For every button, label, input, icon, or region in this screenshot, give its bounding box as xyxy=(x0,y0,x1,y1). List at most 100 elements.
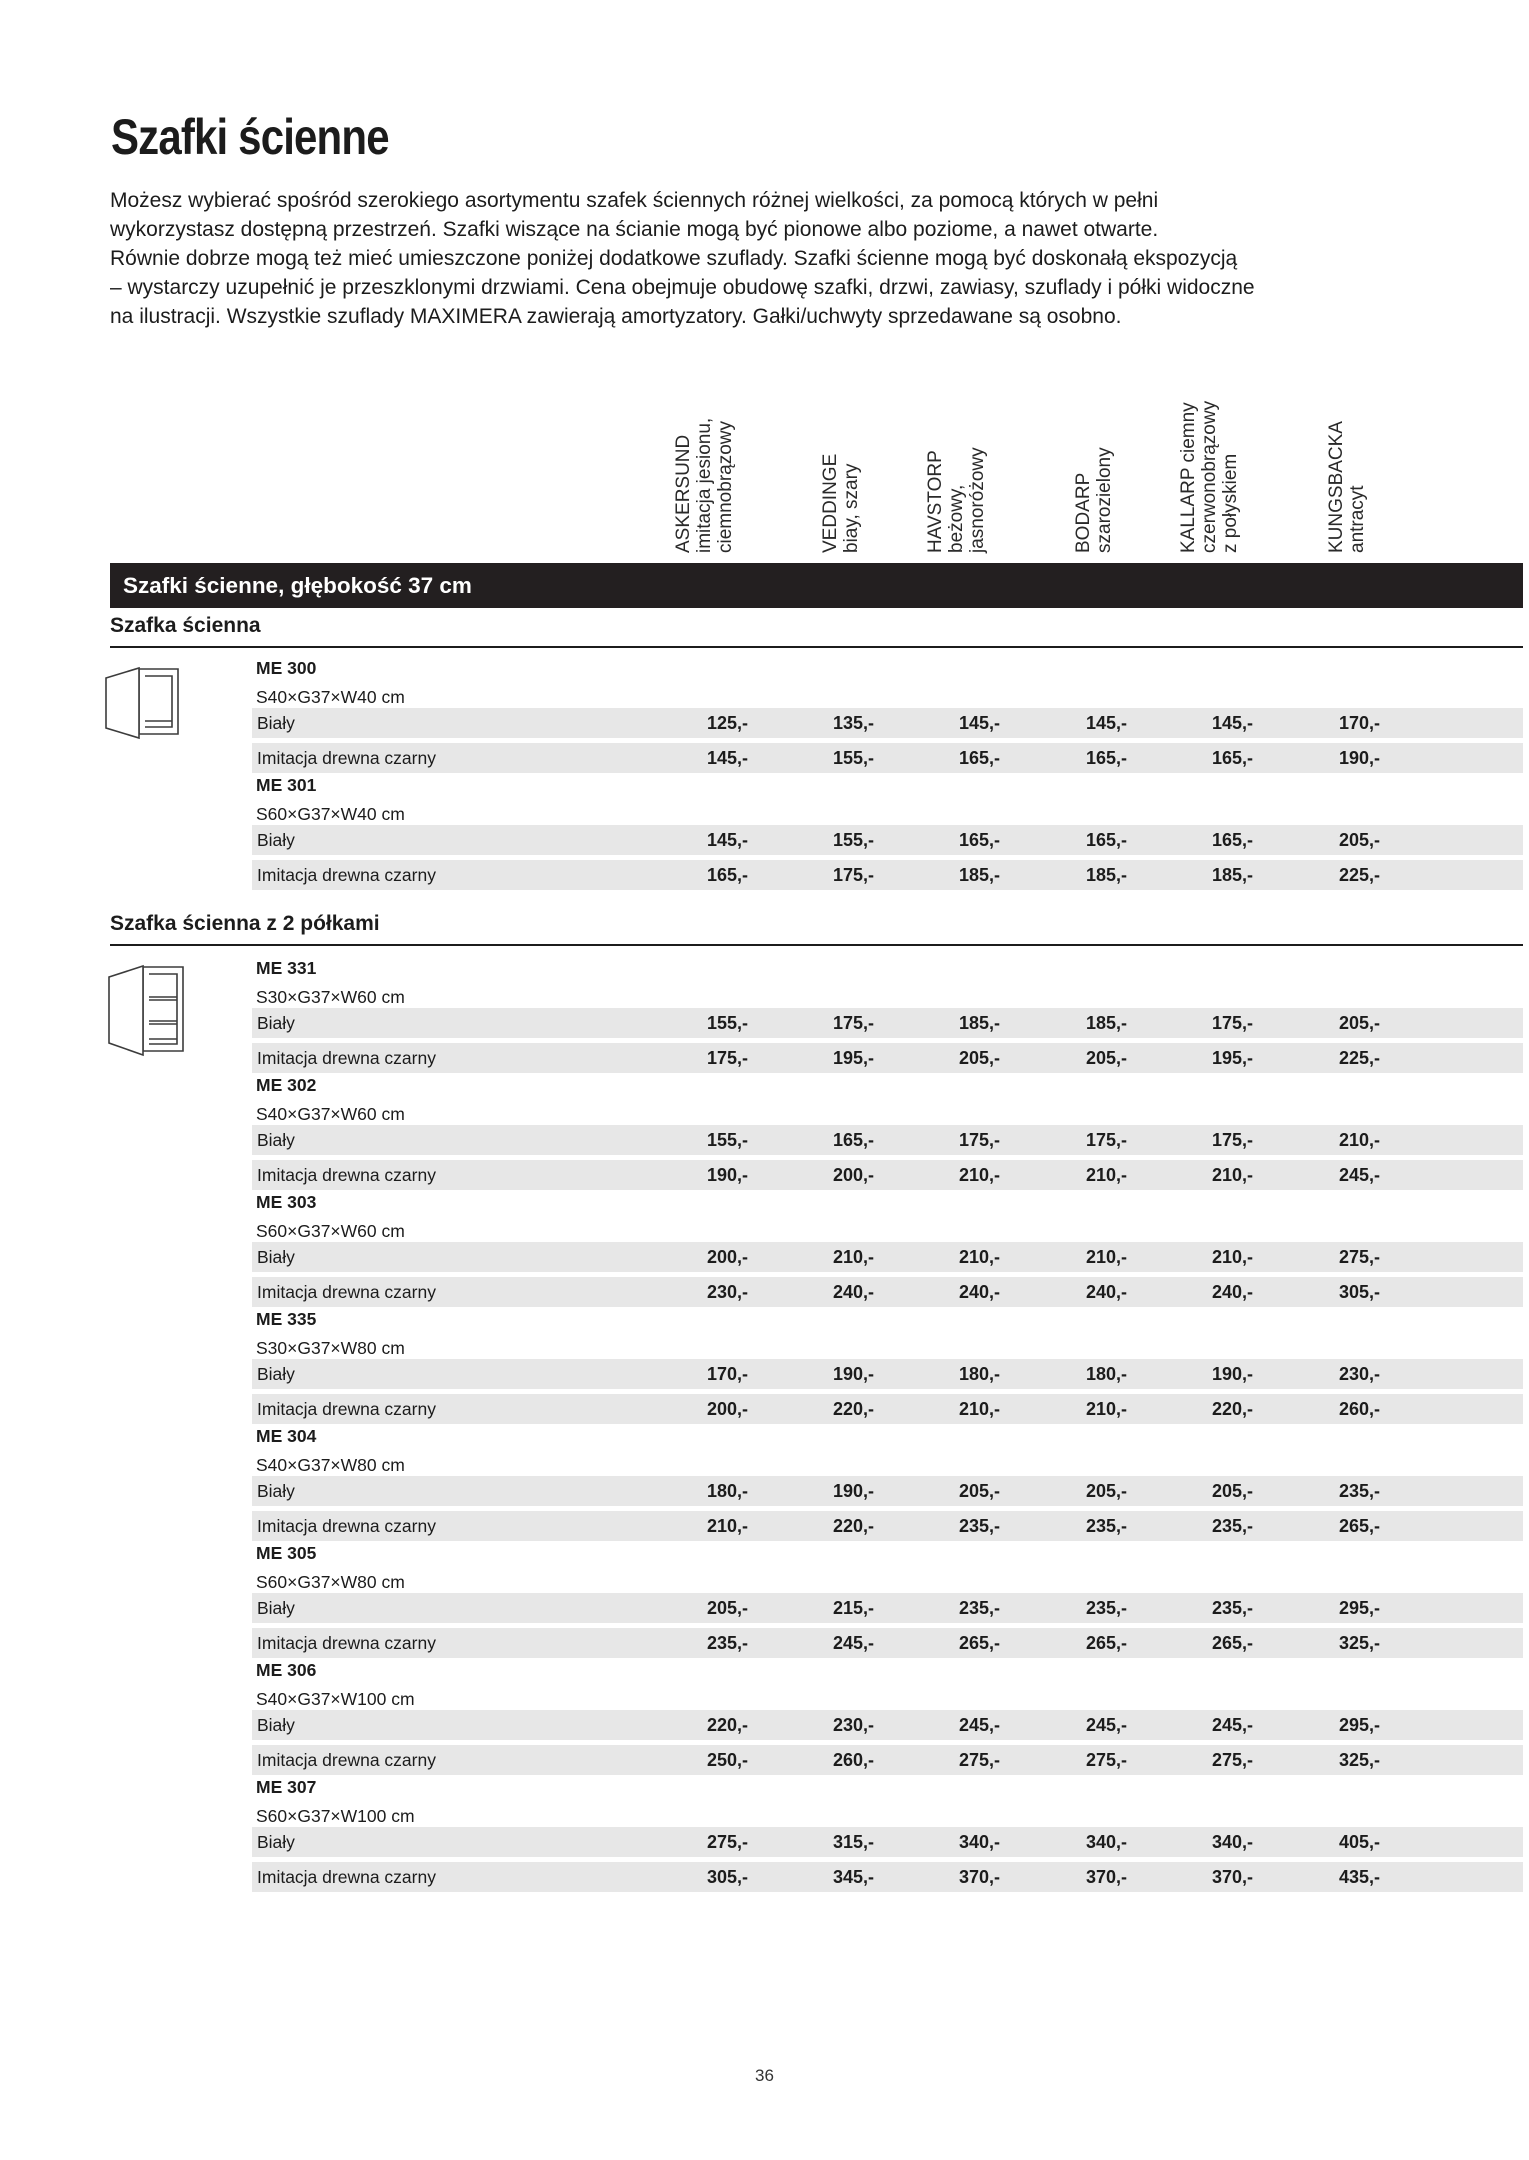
product-size: S40×G37×W100 cm xyxy=(256,1689,415,1709)
product-code: ME 302 xyxy=(256,1075,317,1095)
product-size: S30×G37×W60 cm xyxy=(256,987,405,1007)
price-cell: 145,- xyxy=(1211,713,1253,733)
row-finish-label: Imitacja drewna czarny xyxy=(257,865,436,885)
row-finish-label: Biały xyxy=(257,1130,295,1150)
intro-line: Możesz wybierać spośród szerokiego asort… xyxy=(110,189,1159,212)
column-header-veddinge: VEDDINGE biay, szary xyxy=(820,453,862,553)
product-block: ME 306 S40×G37×W100 cm Biały 220,- 230,- 245,… xyxy=(0,1652,1529,1775)
price-cell: 235,- xyxy=(1085,1516,1127,1536)
price-cell: 210,- xyxy=(1211,1165,1253,1185)
price-cell: 340,- xyxy=(1085,1832,1127,1852)
price-cell: 240,- xyxy=(832,1282,874,1302)
price-cell: 370,- xyxy=(1211,1867,1253,1887)
row-finish-label: Imitacja drewna czarny xyxy=(257,1516,436,1536)
section-rule xyxy=(110,944,1523,946)
price-cell: 210,- xyxy=(1085,1247,1127,1267)
product-size: S30×G37×W80 cm xyxy=(256,1338,405,1358)
price-cell: 185,- xyxy=(1085,865,1127,885)
price-cell: 210,- xyxy=(706,1516,748,1536)
price-cell: 295,- xyxy=(1338,1598,1380,1618)
price-cell: 205,- xyxy=(706,1598,748,1618)
price-cell: 185,- xyxy=(1211,865,1253,885)
price-cell: 155,- xyxy=(832,830,874,850)
row-finish-label: Imitacja drewna czarny xyxy=(257,1399,436,1419)
row-finish-label: Imitacja drewna czarny xyxy=(257,1282,436,1302)
price-cell: 165,- xyxy=(706,865,748,885)
product-size: S40×G37×W80 cm xyxy=(256,1455,405,1475)
price-cell: 220,- xyxy=(706,1715,748,1735)
product-code: ME 303 xyxy=(256,1192,317,1212)
price-cell: 190,- xyxy=(832,1481,874,1501)
table-row: Biały 155,- 165,- 175,- 175,- 175,- 210,- xyxy=(252,1125,1523,1155)
price-cell: 195,- xyxy=(1211,1048,1253,1068)
column-header-bodarp: BODARP szarozielony xyxy=(1073,447,1115,553)
table-row: Biały 205,- 215,- 235,- 235,- 235,- 295,- xyxy=(252,1593,1523,1623)
price-cell: 240,- xyxy=(1211,1282,1253,1302)
price-cell: 315,- xyxy=(832,1832,874,1852)
product-block: ME 302 S40×G37×W60 cm Biały 155,- 165,- 175,-… xyxy=(0,1067,1529,1190)
price-cell: 210,- xyxy=(958,1399,1000,1419)
price-cell: 230,- xyxy=(832,1715,874,1735)
page-title: Szafki ścienne xyxy=(111,109,390,165)
price-cell: 165,- xyxy=(1211,748,1253,768)
intro-line: na ilustracji. Wszystkie szuflady MAXIME… xyxy=(110,305,1122,328)
price-cell: 295,- xyxy=(1338,1715,1380,1735)
row-finish-label: Imitacja drewna czarny xyxy=(257,748,436,768)
column-header-kallarp: KALLARP ciemny czerwonobrązowy z połyski… xyxy=(1178,400,1241,553)
row-finish-label: Imitacja drewna czarny xyxy=(257,1633,436,1653)
row-finish-label: Biały xyxy=(257,1598,295,1618)
row-finish-label: Biały xyxy=(257,1481,295,1501)
price-cell: 245,- xyxy=(1085,1715,1127,1735)
price-cell: 170,- xyxy=(1338,713,1380,733)
price-cell: 180,- xyxy=(958,1364,1000,1384)
product-code: ME 300 xyxy=(256,658,317,678)
price-cell: 235,- xyxy=(1211,1598,1253,1618)
price-cell: 175,- xyxy=(1085,1130,1127,1150)
price-cell: 275,- xyxy=(1085,1750,1127,1770)
price-cell: 305,- xyxy=(706,1867,748,1887)
table-row: Imitacja drewna czarny 210,- 220,- 235,- 235… xyxy=(252,1511,1523,1541)
product-block: ME 301 S60×G37×W40 cm Biały 145,- 155,- 165,-… xyxy=(0,767,1529,890)
price-cell: 340,- xyxy=(1211,1832,1253,1852)
table-row: Biały 155,- 175,- 185,- 185,- 175,- 205,- xyxy=(252,1008,1523,1038)
price-cell: 305,- xyxy=(1338,1282,1380,1302)
price-cell: 200,- xyxy=(706,1399,748,1419)
price-cell: 250,- xyxy=(706,1750,748,1770)
price-cell: 215,- xyxy=(832,1598,874,1618)
price-cell: 230,- xyxy=(706,1282,748,1302)
price-cell: 180,- xyxy=(1085,1364,1127,1384)
price-cell: 210,- xyxy=(1085,1165,1127,1185)
intro-paragraph: Możesz wybierać spośród szerokiego asort… xyxy=(110,186,1255,331)
depth-section-bar-label: Szafki ścienne, głębokość 37 cm xyxy=(123,572,472,598)
row-finish-label: Biały xyxy=(257,713,295,733)
price-cell: 370,- xyxy=(1085,1867,1127,1887)
intro-line: – wystarczy uzupełnić je przeszklonymi d… xyxy=(110,276,1255,299)
price-cell: 275,- xyxy=(1211,1750,1253,1770)
table-row: Imitacja drewna czarny 175,- 195,- 205,- 205… xyxy=(252,1043,1523,1073)
price-cell: 165,- xyxy=(1085,830,1127,850)
table-row: Biały 125,- 135,- 145,- 145,- 145,- 170,- xyxy=(252,708,1523,738)
product-size: S60×G37×W80 cm xyxy=(256,1572,405,1592)
wall-cabinet-open-door-2-shelves-icon xyxy=(106,963,185,1058)
price-cell: 210,- xyxy=(958,1247,1000,1267)
price-cell: 325,- xyxy=(1338,1750,1380,1770)
product-block: ME 307 S60×G37×W100 cm Biały 275,- 315,- 340,… xyxy=(0,1769,1529,1892)
column-header-askersund: ASKERSUND imitacja jesionu, ciemnobrązow… xyxy=(673,417,736,553)
product-size: S60×G37×W100 cm xyxy=(256,1806,415,1826)
price-cell: 265,- xyxy=(1211,1633,1253,1653)
price-cell: 185,- xyxy=(958,865,1000,885)
price-cell: 275,- xyxy=(1338,1247,1380,1267)
price-cell: 240,- xyxy=(1085,1282,1127,1302)
price-cell: 165,- xyxy=(958,830,1000,850)
product-code: ME 306 xyxy=(256,1660,317,1680)
price-cell: 405,- xyxy=(1338,1832,1380,1852)
product-block: ME 335 S30×G37×W80 cm Biały 170,- 190,- 180,-… xyxy=(0,1301,1529,1424)
price-cell: 155,- xyxy=(706,1130,748,1150)
product-block: ME 331 S30×G37×W60 cm Biały 155,- 175,- 185,-… xyxy=(0,950,1529,1073)
price-cell: 175,- xyxy=(832,1013,874,1033)
price-cell: 235,- xyxy=(1211,1516,1253,1536)
price-cell: 165,- xyxy=(958,748,1000,768)
row-finish-label: Biały xyxy=(257,1364,295,1384)
price-cell: 170,- xyxy=(706,1364,748,1384)
price-cell: 175,- xyxy=(706,1048,748,1068)
